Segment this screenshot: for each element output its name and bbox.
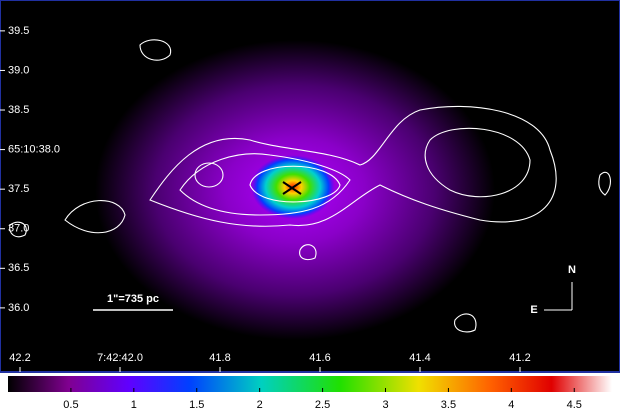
colorbar-tick-label: 1.5 (189, 399, 204, 411)
colorbar-tick-label: 2 (257, 399, 263, 411)
scale-bar-label: 1"=735 pc (107, 293, 159, 305)
colorbar-tick-label: 4.5 (567, 399, 582, 411)
image-panel: 1"=735 pc N E (0, 0, 620, 373)
colorbar-tick-label: 1 (131, 399, 137, 411)
colorbar-tick-label: 4 (508, 399, 514, 411)
y-tick-label: 37.0 (8, 223, 29, 235)
colorbar (8, 376, 612, 392)
contours (9, 39, 611, 333)
x-tick-label: 41.8 (209, 352, 230, 364)
compass-east-label: E (530, 304, 537, 316)
x-tick-label: 41.6 (309, 352, 330, 364)
compass-north-label: N (568, 264, 576, 276)
nucleus-cross (282, 181, 302, 195)
y-tick-label: 38.5 (8, 104, 29, 116)
y-tick-label: 36.0 (8, 302, 29, 314)
x-tick-label: 7:42:42.0 (97, 352, 143, 364)
x-tick-label: 41.2 (509, 352, 530, 364)
y-tick-label: 39.5 (8, 25, 29, 37)
colorbar-tick-label: 3 (382, 399, 388, 411)
colorbar-tick-label: 3.5 (441, 399, 456, 411)
x-tick-label: 41.4 (409, 352, 430, 364)
x-tick-label: 42.2 (9, 352, 30, 364)
y-tick-label: 36.5 (8, 262, 29, 274)
y-tick-label: 37.5 (8, 183, 29, 195)
y-tick-label: 65:10:38.0 (8, 143, 60, 155)
y-tick-label: 39.0 (8, 64, 29, 76)
colorbar-tick-label: 2.5 (315, 399, 330, 411)
colorbar-tick-label: 0.5 (63, 399, 78, 411)
